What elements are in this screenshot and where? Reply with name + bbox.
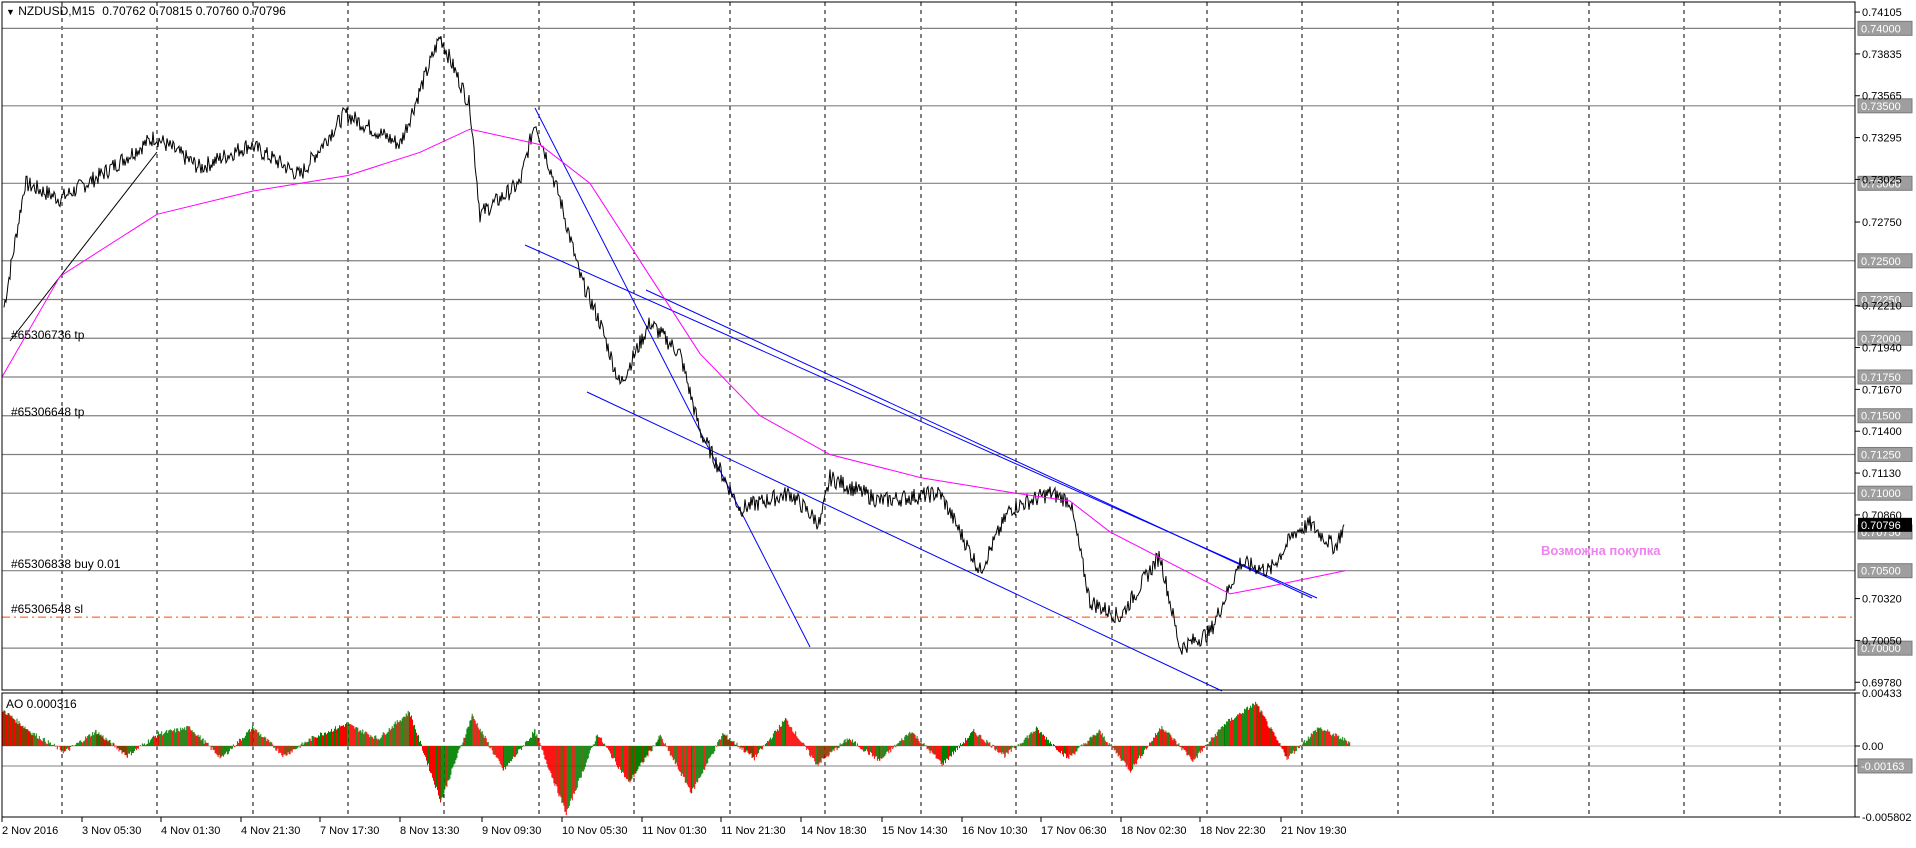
time-tick-label: 7 Nov 17:30 — [320, 825, 379, 837]
price-tick-label: 0.71940 — [1862, 343, 1902, 355]
symbol-label: NZDUSD,M15 — [18, 4, 95, 18]
level-price-pill — [1857, 330, 1913, 346]
level-price-pill — [1857, 253, 1913, 269]
order-label-buy[interactable]: #65306838 buy 0.01 — [11, 557, 121, 571]
price-tick-label: 0.73295 — [1862, 133, 1902, 145]
ao-pane-frame — [1, 692, 1856, 818]
price-tick-label: 0.74105 — [1862, 7, 1902, 19]
time-tick-label: 4 Nov 01:30 — [161, 825, 220, 837]
time-tick-label: 15 Nov 14:30 — [882, 825, 947, 837]
trend-line — [9, 151, 158, 342]
level-price-pill — [1857, 485, 1913, 501]
price-tick-label: 0.72750 — [1862, 217, 1902, 229]
time-tick-label: 4 Nov 21:30 — [241, 825, 300, 837]
ao-tick-label: -0.005802 — [1862, 812, 1912, 824]
time-tick-label: 18 Nov 02:30 — [1121, 825, 1186, 837]
time-tick-label: 11 Nov 21:30 — [721, 825, 786, 837]
time-tick-label: 18 Nov 22:30 — [1200, 825, 1265, 837]
ao-tick-label: 0.00433 — [1862, 688, 1902, 700]
level-price-pill — [1857, 98, 1913, 114]
level-price-label: 0.71750 — [1861, 372, 1901, 384]
level-price-label: 0.72000 — [1861, 333, 1901, 345]
order-label-sl[interactable]: #65306548 sl — [11, 602, 84, 616]
level-price-label: 0.70000 — [1861, 643, 1901, 655]
current-price-label: 0.70796 — [1861, 520, 1901, 532]
time-tick-label: 14 Nov 18:30 — [801, 825, 866, 837]
price-tick-label: 0.73025 — [1862, 174, 1902, 186]
time-tick-label: 11 Nov 01:30 — [642, 825, 707, 837]
price-tick-label: 0.73565 — [1862, 91, 1902, 103]
level-price-pill — [1857, 563, 1913, 579]
channel-line — [586, 391, 1223, 692]
price-tick-label: 0.71400 — [1862, 426, 1902, 438]
level-price-label: 0.72500 — [1861, 256, 1901, 268]
level-price-pill — [1857, 20, 1913, 36]
level-price-label: 0.71000 — [1861, 488, 1901, 500]
time-tick-label: 8 Nov 13:30 — [400, 825, 459, 837]
level-price-label: 0.73000 — [1861, 178, 1901, 190]
moving-average-line — [1, 128, 1346, 595]
level-price-label: 0.73500 — [1861, 101, 1901, 113]
level-price-label: 0.72250 — [1861, 295, 1901, 307]
ohlc-values: 0.70762 0.70815 0.70760 0.70796 — [102, 4, 286, 18]
level-price-label: 0.70500 — [1861, 566, 1901, 578]
level-price-pill — [1857, 640, 1913, 656]
level-price-label: 0.71250 — [1861, 449, 1901, 461]
ao-level-pill — [1857, 758, 1913, 774]
level-price-pill — [1857, 175, 1913, 191]
price-tick-label: 0.69780 — [1862, 677, 1902, 689]
price-tick-label: 0.71130 — [1862, 468, 1901, 480]
price-tick-label: 0.73835 — [1862, 49, 1902, 61]
level-price-pill — [1857, 292, 1913, 308]
level-price-label: 0.71500 — [1861, 411, 1901, 423]
order-label-tp-2[interactable]: #65306648 tp — [11, 405, 85, 419]
price-pane-frame — [1, 1, 1856, 691]
price-tick-label: 0.72210 — [1862, 301, 1902, 313]
time-tick-label: 2 Nov 2016 — [2, 825, 58, 837]
level-price-pill — [1857, 408, 1913, 424]
ao-tick-label: -0.00163 — [1861, 761, 1904, 773]
menu-triangle-icon[interactable]: ▼ — [6, 7, 15, 17]
price-tick-label: 0.70050 — [1862, 635, 1902, 647]
ao-tick-label: 0.00 — [1862, 741, 1883, 753]
price-series-line — [3, 36, 1345, 655]
level-price-pill — [1857, 446, 1913, 462]
order-label-tp-1[interactable]: #65306736 tp — [11, 328, 85, 342]
time-tick-label: 9 Nov 09:30 — [482, 825, 541, 837]
price-tick-label: 0.71670 — [1862, 384, 1902, 396]
time-tick-label: 17 Nov 06:30 — [1041, 825, 1106, 837]
time-tick-label: 16 Nov 10:30 — [962, 825, 1027, 837]
chart-header: ▼ NZDUSD,M15 0.70762 0.70815 0.70760 0.7… — [6, 4, 286, 18]
level-price-label: 0.74000 — [1861, 23, 1901, 35]
time-tick-label: 10 Nov 05:30 — [562, 825, 627, 837]
current-price-pill — [1858, 517, 1912, 532]
buy-annotation[interactable]: Возможна покупка — [1541, 543, 1661, 558]
level-price-pill — [1857, 369, 1913, 385]
time-tick-label: 21 Nov 19:30 — [1281, 825, 1346, 837]
time-tick-label: 3 Nov 05:30 — [82, 825, 141, 837]
price-tick-label: 0.70320 — [1862, 594, 1902, 606]
price-tick-label: 0.70860 — [1862, 510, 1902, 522]
ao-label: AO 0.000316 — [6, 697, 77, 711]
channel-line — [534, 107, 811, 648]
channel-line — [645, 289, 1313, 599]
